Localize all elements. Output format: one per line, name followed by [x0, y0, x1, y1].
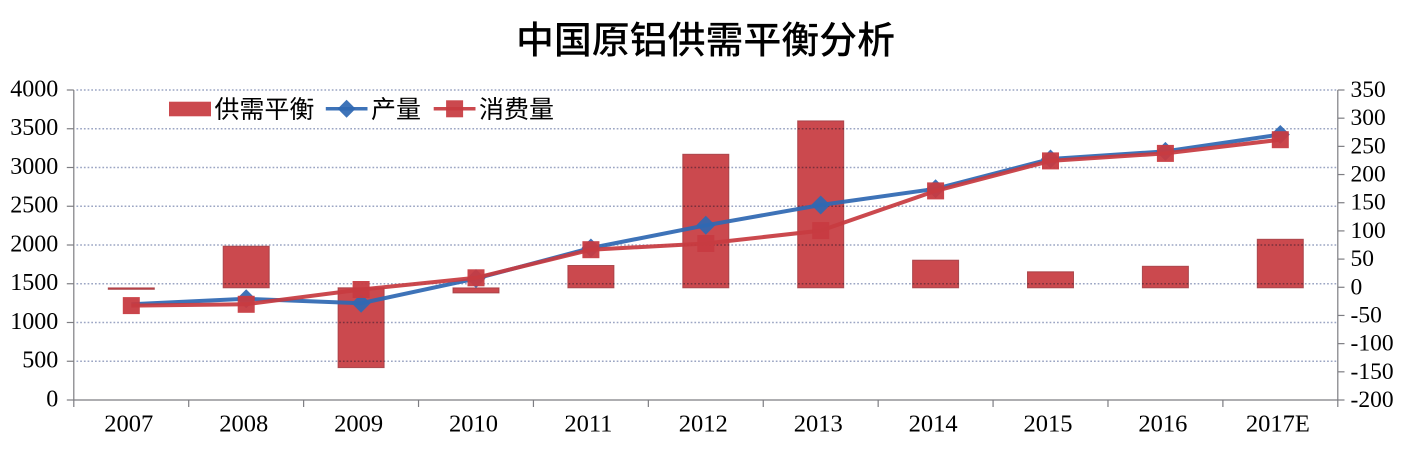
svg-text:2007: 2007 [104, 411, 153, 438]
svg-text:2000: 2000 [10, 231, 58, 257]
svg-text:100: 100 [1351, 218, 1386, 244]
svg-text:-150: -150 [1351, 359, 1394, 385]
svg-text:200: 200 [1351, 162, 1386, 188]
svg-text:0: 0 [46, 386, 58, 412]
svg-text:3000: 3000 [10, 154, 58, 180]
svg-text:150: 150 [1351, 190, 1386, 216]
svg-text:-100: -100 [1351, 331, 1394, 357]
svg-text:2008: 2008 [219, 411, 268, 438]
svg-text:2500: 2500 [10, 193, 58, 219]
svg-text:3500: 3500 [10, 115, 58, 141]
svg-text:350: 350 [1351, 77, 1386, 103]
svg-text:1500: 1500 [10, 270, 58, 296]
svg-text:0: 0 [1351, 274, 1363, 300]
svg-text:2013: 2013 [794, 411, 843, 438]
svg-text:2010: 2010 [449, 411, 498, 438]
svg-text:2016: 2016 [1138, 411, 1187, 438]
svg-text:250: 250 [1351, 133, 1386, 159]
svg-text:500: 500 [22, 348, 58, 374]
svg-text:2009: 2009 [334, 411, 383, 438]
svg-text:-50: -50 [1351, 303, 1382, 329]
svg-text:2011: 2011 [564, 411, 612, 438]
svg-text:1000: 1000 [10, 309, 58, 335]
svg-text:2017E: 2017E [1246, 411, 1310, 438]
svg-text:300: 300 [1351, 105, 1386, 131]
svg-text:-200: -200 [1351, 387, 1394, 413]
svg-text:2014: 2014 [909, 411, 958, 438]
svg-text:50: 50 [1351, 246, 1375, 272]
svg-text:2012: 2012 [679, 411, 728, 438]
svg-text:4000: 4000 [10, 76, 58, 102]
svg-text:2015: 2015 [1024, 411, 1073, 438]
